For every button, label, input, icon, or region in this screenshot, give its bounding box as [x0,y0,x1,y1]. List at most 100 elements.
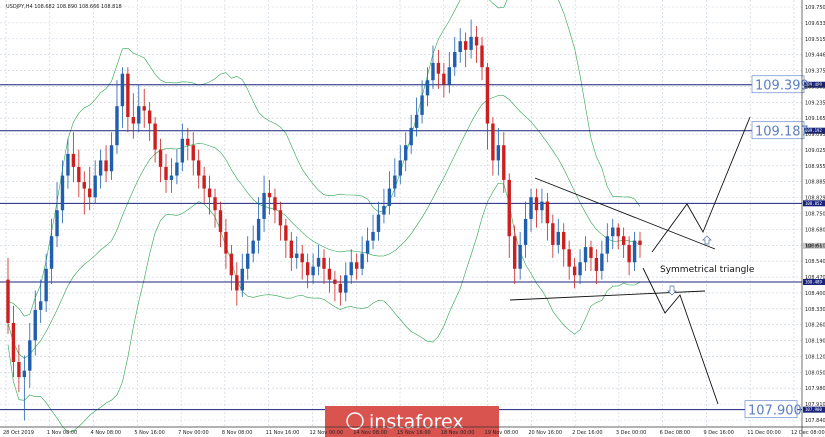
candle-body [409,127,413,146]
candle [180,123,185,172]
candle-body [616,227,620,237]
candle-body [605,236,610,254]
candle [38,279,43,323]
candle [218,201,223,248]
candle [224,218,228,269]
candle [463,32,468,68]
candle [529,188,533,232]
candle [382,188,386,224]
level-tag-bg [803,406,825,413]
y-tick-label: 107.840 [805,418,825,424]
candle [322,249,326,284]
candle [77,149,81,198]
candle-body [583,247,588,263]
x-tick-label: 11 Nov 16:00 [266,430,300,436]
candle [284,218,288,258]
candle-body [562,231,566,250]
candle [109,132,114,180]
candle [71,132,76,183]
candle [447,52,452,94]
candle [360,236,364,276]
candle-body [55,210,59,237]
candle-body [186,138,190,146]
candle [556,218,560,254]
candle-body [278,210,283,226]
candle [169,158,174,193]
candle-body [38,301,43,310]
down-arrow-icon [667,285,677,296]
x-tick-label: 28 Oct 2019 [3,430,34,436]
candle [583,236,588,271]
candle-body [469,36,473,50]
candle [142,88,146,128]
candle [545,192,550,241]
candle-body [229,253,234,276]
candle-body [273,197,277,211]
candle-body [300,253,304,263]
candle [518,231,522,280]
x-tick-label: 15 Nov 16:00 [397,430,431,436]
candle [316,244,321,276]
candle-body [311,266,315,276]
x-tick-label: 12 Dec 08:00 [791,430,825,436]
candle-body [235,275,239,291]
level-tag-label: 107.900 [805,407,822,412]
candle-body [66,153,70,176]
candle [256,197,261,254]
candle [611,218,615,250]
candle-body [109,145,114,172]
candle-body [376,214,381,232]
candle [305,253,310,289]
candle [207,175,212,215]
y-tick-label: 109.515 [805,37,825,43]
y-tick-label: 107.980 [805,386,825,392]
y-tick-label: 108.120 [805,354,825,360]
candle-body [627,244,631,263]
y-tick-label: 109.750 [805,5,825,11]
candle [235,262,239,306]
x-tick-label: 3 Dec 00:00 [616,430,646,436]
candle-body [115,106,119,146]
logo-icon [346,412,364,430]
candle [425,67,430,107]
candle [376,201,381,241]
triangle-upper-line [534,177,716,250]
price-tag-label: 108.656 [805,243,822,248]
y-tick-label: 109.165 [805,116,825,122]
level-callout-box [751,121,805,140]
candle [137,84,141,133]
candle-body [507,179,511,237]
candle-body [262,192,266,219]
level-tag-bg [803,81,825,88]
candle-body [431,62,435,81]
level-callout-label: 109.399 [755,79,809,94]
candle-body [207,188,212,198]
candle-body [77,166,81,183]
candle-body [267,192,272,198]
candle [82,171,86,215]
candle-body [49,236,54,269]
y-tick-label: 109.633 [805,21,825,27]
candle-body [327,268,332,280]
candle-body [322,257,326,269]
level-tag-bg [803,278,825,285]
candle [453,36,457,76]
candle-body [365,240,370,254]
candle [213,188,217,228]
x-tick-label: 12 Nov 00:00 [309,430,343,436]
candle-body [545,201,550,224]
logo-text: instaforex [369,411,464,433]
candle-body [572,266,577,276]
candle [354,253,359,280]
x-tick-label: 6 Dec 08:00 [660,430,690,436]
candle-body [153,123,157,150]
x-tick-label: 5 Nov 16:00 [134,430,165,436]
candle [115,80,119,154]
candle-body [523,218,528,245]
candle-body [11,322,16,362]
y-tick-label: 108.610 [805,243,825,249]
candle [229,244,234,291]
candle-body [420,95,424,115]
